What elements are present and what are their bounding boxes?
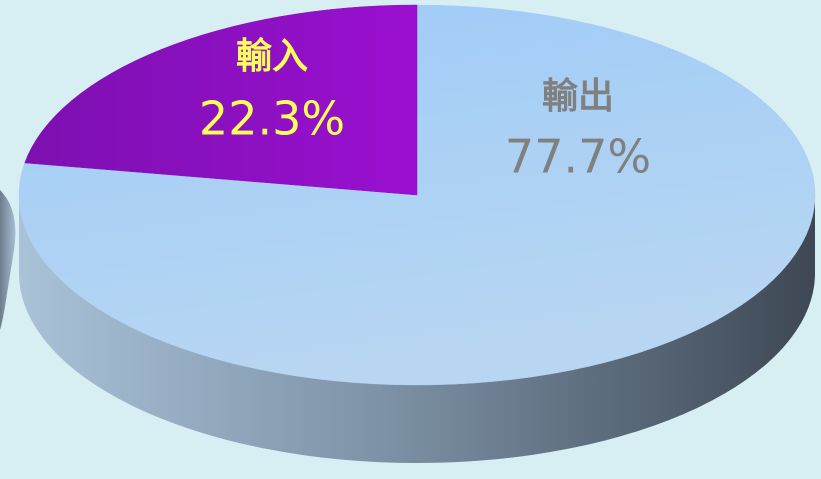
slice <box>18 4 816 386</box>
slice-category-label: 輸出 <box>542 76 614 117</box>
slice-side <box>19 195 815 463</box>
slice <box>24 4 418 196</box>
neighbor-pie-edge <box>0 190 16 330</box>
slice-category-label: 輸入 <box>236 36 308 77</box>
slice-value-label: 77.7% <box>505 130 651 184</box>
slice-value-label: 22.3% <box>199 92 345 146</box>
pie: 輸出 77.7% 輸入 22.3% <box>18 4 816 463</box>
